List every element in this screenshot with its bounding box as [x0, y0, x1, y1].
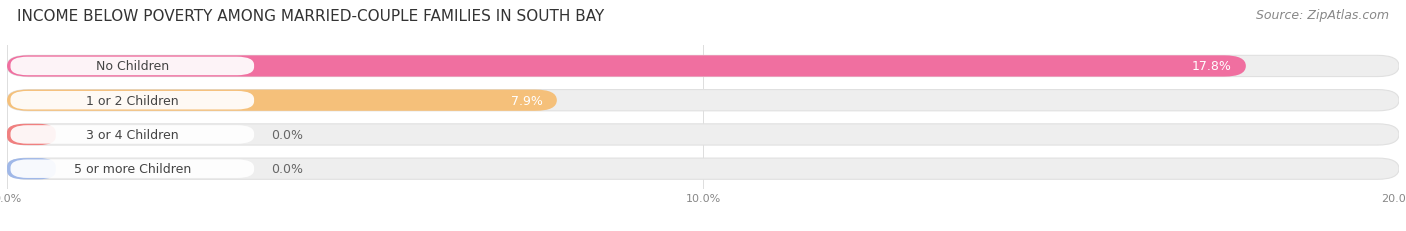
Text: No Children: No Children — [96, 60, 169, 73]
Text: INCOME BELOW POVERTY AMONG MARRIED-COUPLE FAMILIES IN SOUTH BAY: INCOME BELOW POVERTY AMONG MARRIED-COUPL… — [17, 9, 605, 24]
Text: 17.8%: 17.8% — [1192, 60, 1232, 73]
FancyBboxPatch shape — [10, 160, 254, 178]
Text: 5 or more Children: 5 or more Children — [73, 162, 191, 175]
FancyBboxPatch shape — [7, 124, 1399, 146]
FancyBboxPatch shape — [7, 158, 56, 179]
FancyBboxPatch shape — [7, 56, 1399, 77]
Text: 1 or 2 Children: 1 or 2 Children — [86, 94, 179, 107]
FancyBboxPatch shape — [7, 90, 1399, 111]
Text: Source: ZipAtlas.com: Source: ZipAtlas.com — [1256, 9, 1389, 22]
Text: 0.0%: 0.0% — [271, 162, 304, 175]
FancyBboxPatch shape — [10, 58, 254, 76]
Text: 7.9%: 7.9% — [510, 94, 543, 107]
FancyBboxPatch shape — [7, 158, 1399, 179]
FancyBboxPatch shape — [10, 91, 254, 110]
FancyBboxPatch shape — [10, 126, 254, 144]
FancyBboxPatch shape — [7, 124, 56, 146]
FancyBboxPatch shape — [7, 90, 557, 111]
FancyBboxPatch shape — [7, 56, 1246, 77]
Text: 3 or 4 Children: 3 or 4 Children — [86, 128, 179, 141]
Text: 0.0%: 0.0% — [271, 128, 304, 141]
